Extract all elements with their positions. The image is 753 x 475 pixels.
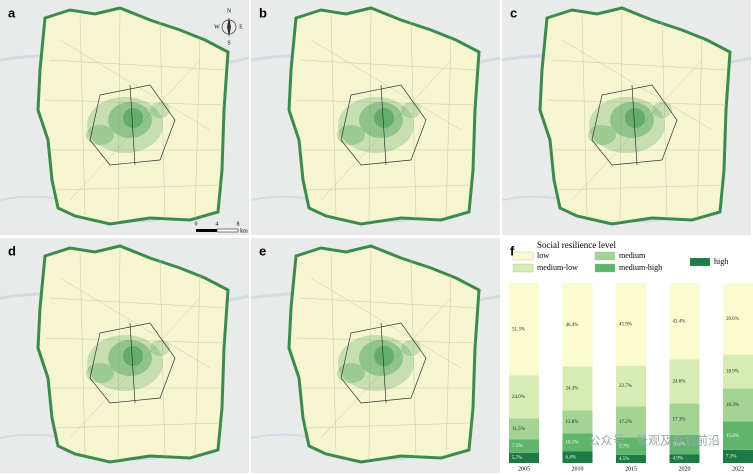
x-tick-label: 2010 [572,466,584,472]
x-tick-label: 2005 [518,466,530,472]
panel-label: a [8,5,16,20]
legend-swatch [594,251,616,261]
bar-segment [562,366,593,411]
bar-segment [669,283,700,360]
bar-segment [509,439,539,453]
compass-letter: W [214,24,220,30]
bar-segment [669,359,700,404]
data-label: 15.8% [726,434,739,439]
bar-segment [562,410,593,434]
data-label: 5.7% [512,456,522,461]
data-label: 6.4% [566,455,576,460]
data-label: 46.4% [566,323,579,328]
legend-label: medium-high [619,263,662,272]
data-label: 22.7% [619,384,632,389]
data-label: 24.6% [673,380,686,385]
bar-segment [509,452,539,463]
map [0,0,251,237]
data-label: 4.5% [619,457,629,462]
bar-segment [616,406,646,438]
data-label: 10.8% [673,443,686,448]
map [0,236,251,475]
legend-label: medium-low [537,263,578,272]
legend-label: low [537,251,549,260]
compass-letter: E [239,24,243,30]
panel-label: f [510,243,515,258]
bar-segment [616,437,646,455]
bar-segment [723,421,753,450]
scale-bar: 0 4 8km [195,221,249,234]
compass-needle [227,17,231,37]
bar-segment [669,403,700,435]
bar-segment [562,433,593,452]
bar-segment [509,418,539,440]
bar-segment [562,283,593,367]
data-label: 42.4% [673,319,686,324]
panel-label: b [259,5,267,20]
data-label: 17.2% [619,420,632,425]
scale-tick: 4 [216,221,219,227]
data-label: 18.9% [726,370,739,375]
data-label: 24.3% [566,387,579,392]
scale-unit: km [240,228,248,234]
data-label: 4.9% [673,457,683,462]
data-label: 39.6% [726,317,739,322]
panel-label: d [8,243,16,258]
data-label: 51.3% [512,327,525,332]
data-label: 24.0% [512,395,525,400]
data-label: 11.5% [512,427,525,432]
data-label: 7.3% [726,455,736,460]
x-tick-label: 2020 [679,466,691,472]
watermark: 公众号 · 景观及规划前沿 [589,433,720,448]
data-label: 18.3% [726,403,739,408]
x-tick-label: 2022 [732,466,744,472]
panel-label: c [510,5,517,20]
legend-label: medium [619,251,646,260]
legend-title: Social resilience level [537,240,616,250]
scale-tick: 8 [237,221,240,227]
compass: N S E W [214,8,243,46]
legend-swatch [594,263,616,273]
scale-white [216,228,239,233]
compass-letter: S [227,40,230,46]
legend-swatch [512,263,534,273]
scale-tick: 0 [195,221,198,227]
data-label: 12.8% [566,420,579,425]
bar-segment [723,449,753,463]
legend-swatch [512,251,534,261]
map [249,236,502,475]
bar-segment [669,454,700,463]
data-label: 17.3% [673,417,686,422]
data-label: 7.5% [512,444,522,449]
panel-label: e [259,243,266,258]
bar-segment [669,434,700,455]
data-label: 9.7% [619,444,629,449]
bar-segment [616,454,646,463]
bar-segment [723,354,753,389]
data-label: 10.1% [566,441,579,446]
bar-segment [616,365,646,407]
bar-segment [723,283,753,355]
bar-segment [723,388,753,422]
legend-label: high [714,257,728,266]
bar-segment [509,283,539,376]
map [249,0,502,237]
data-label: 45.9% [619,322,632,327]
bar-segment [509,375,539,419]
x-tick-label: 2015 [625,466,637,472]
map [500,0,753,237]
bar-segment [616,283,646,366]
scale-black [196,229,217,232]
legend-swatch [689,257,711,267]
bar-segment [562,451,593,463]
compass-letter: N [227,8,232,14]
